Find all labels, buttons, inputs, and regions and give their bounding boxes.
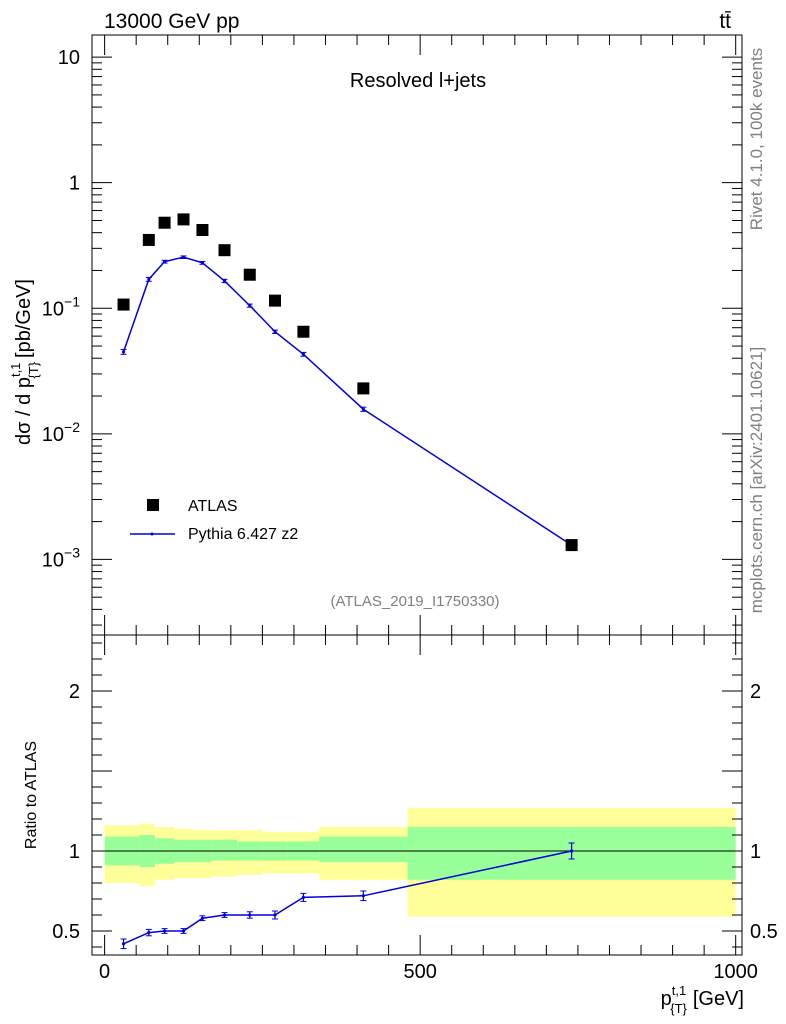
ratio-point <box>273 913 277 917</box>
pythia-point <box>248 303 252 308</box>
atlas-point <box>243 268 256 281</box>
legend-pythia-label: Pythia 6.427 z2 <box>188 526 298 543</box>
main-y-axis-title: dσ / d pt,1 {T} [pb/GeV] <box>8 279 41 445</box>
ratio-point <box>222 913 227 917</box>
ratio-point <box>570 849 574 853</box>
main-y-tick-label: 10−3 <box>42 544 80 571</box>
main-y-tick-label-exp: −3 <box>64 544 80 560</box>
atlas-point <box>565 539 578 552</box>
legend-pythia-marker <box>150 532 154 536</box>
pythia-point <box>162 260 167 264</box>
ratio-y-tick-label-left: 1 <box>69 841 80 863</box>
main-y-tick-label-exp: −1 <box>64 293 80 309</box>
ratio-band-inner <box>211 839 238 861</box>
ratio-point <box>200 916 205 920</box>
ratio-series-layer <box>120 842 575 950</box>
ratio-y-tick-label-right: 0.5 <box>750 921 778 943</box>
ratio-point <box>162 929 167 933</box>
xlabel-unit: [GeV] <box>693 988 744 1010</box>
main-y-tick-label-base: 10 <box>42 549 64 571</box>
pythia-point <box>121 350 126 354</box>
svg-text:dσ / d pt,1{T}[pb/GeV]: dσ / d pt,1 {T} [pb/GeV] <box>8 279 41 445</box>
rivet-label: Rivet 4.1.0, 100k events <box>747 48 766 230</box>
atlas-point <box>218 244 231 257</box>
atlas-point <box>158 216 171 229</box>
main-frame <box>91 34 743 636</box>
process-label: tt̄ <box>719 10 731 33</box>
main-y-tick-label-base: 10 <box>42 424 64 446</box>
main-panel: Resolved l+jets (ATLAS_2019_I1750330) 10… <box>8 34 743 636</box>
plot-title: Resolved l+jets <box>350 70 486 92</box>
legend-atlas-marker <box>147 499 159 511</box>
atlas-point <box>357 382 370 395</box>
main-ylabel-sup: t,1 <box>8 363 23 377</box>
pythia-point <box>222 279 227 283</box>
pythia-point <box>301 352 306 356</box>
pythia-point <box>361 407 365 411</box>
pythia-point <box>273 330 277 334</box>
xlabel-sup: t,1 <box>672 983 686 998</box>
main-y-tick-label-exp: −2 <box>64 419 80 435</box>
main-y-tick-label: 1 <box>69 173 80 195</box>
atlas-point <box>297 325 310 338</box>
ratio-y-axis-title: Ratio to ATLAS <box>23 741 40 849</box>
ratio-frame <box>91 634 743 956</box>
atlas-point <box>269 294 282 307</box>
pythia-point <box>181 255 186 259</box>
ratio-y-tick-label-left: 2 <box>69 681 80 703</box>
main-ylabel-text: dσ / d p <box>13 377 35 445</box>
x-axis-title: pt,1 {T} [GeV] <box>661 983 744 1016</box>
x-tick-label: 1000 <box>713 961 758 983</box>
ratio-y-tick-label-right: 2 <box>750 681 761 703</box>
atlas-point <box>142 233 155 246</box>
ratio-y-tick-label-right: 1 <box>750 841 761 863</box>
ratio-ticks: 0.5 0.5 1 1 2 2 0 500 1000 <box>52 635 778 983</box>
x-tick-label: 0 <box>99 961 110 983</box>
energy-label: 13000 GeV pp <box>104 10 239 33</box>
ratio-point <box>147 931 151 935</box>
ratio-panel: 0.5 0.5 1 1 2 2 0 500 1000 Ratio to ATLAS pt,1 {T… <box>23 634 778 1016</box>
ratio-point <box>181 929 186 933</box>
pythia-point <box>200 261 205 265</box>
main-y-tick-label-base: 10 <box>42 298 64 320</box>
xlabel-text: p <box>661 988 672 1010</box>
ratio-band-inner <box>319 836 408 863</box>
ratio-y-tick-label-left: 0.5 <box>52 921 80 943</box>
atlas-point <box>177 213 190 226</box>
atlas-point <box>196 223 209 236</box>
ratio-point <box>248 913 252 917</box>
legend-atlas-label: ATLAS <box>188 498 238 515</box>
legend: ATLAS Pythia 6.427 z2 <box>130 498 298 543</box>
ratio-point <box>121 942 126 946</box>
main-y-tick-label: 10 <box>58 47 80 69</box>
atlas-point <box>117 298 130 311</box>
main-ylabel-unit: [pb/GeV] <box>13 279 35 358</box>
mcplots-label: mcplots.cern.ch [arXiv:2401.10621] <box>747 347 766 613</box>
main-y-tick-label: 10−2 <box>42 419 80 446</box>
xlabel-sub: {T} <box>670 1001 687 1016</box>
ratio-bands-layer <box>104 807 736 917</box>
main-y-tick-label: 10−1 <box>42 293 80 320</box>
x-tick-label: 500 <box>403 961 436 983</box>
main-series-layer <box>117 213 578 552</box>
main-ylabel-sub: {T} <box>26 361 41 378</box>
ratio-point <box>301 895 306 900</box>
analysis-id: (ATLAS_2019_I1750330) <box>330 593 499 610</box>
ratio-point <box>361 894 365 898</box>
pythia-point <box>147 277 151 281</box>
